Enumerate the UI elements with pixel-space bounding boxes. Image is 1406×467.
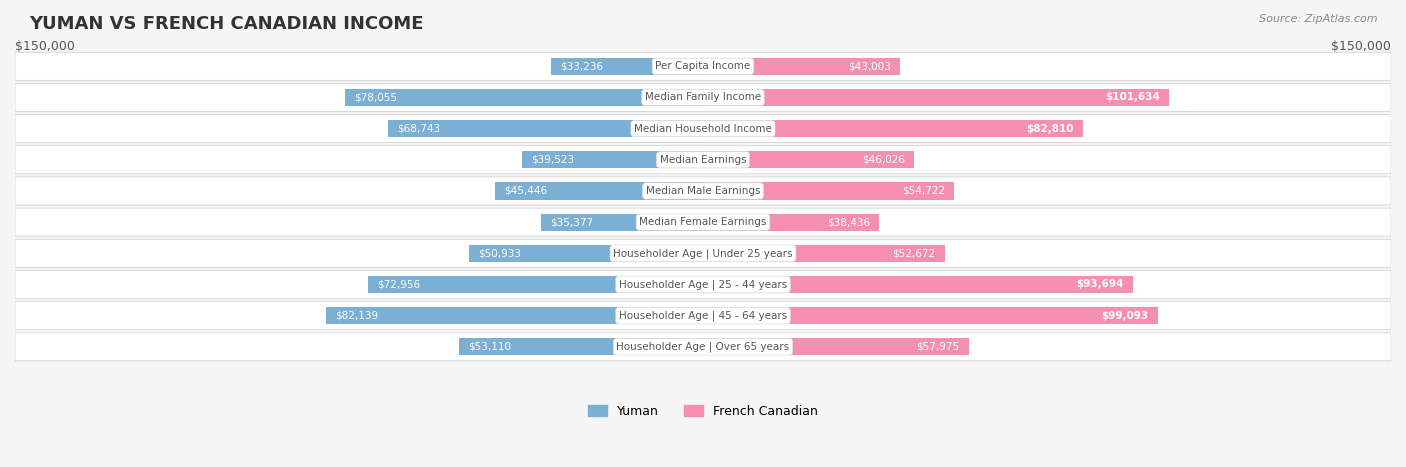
Text: Median Household Income: Median Household Income: [634, 124, 772, 134]
FancyBboxPatch shape: [15, 84, 1391, 112]
Bar: [495, 183, 703, 199]
Text: Per Capita Income: Per Capita Income: [655, 61, 751, 71]
Bar: [388, 120, 703, 137]
Text: Source: ZipAtlas.com: Source: ZipAtlas.com: [1260, 14, 1378, 24]
FancyBboxPatch shape: [15, 52, 1391, 80]
FancyBboxPatch shape: [15, 302, 1391, 330]
Text: Median Male Earnings: Median Male Earnings: [645, 186, 761, 196]
Text: $150,000: $150,000: [15, 40, 75, 53]
Text: $57,975: $57,975: [917, 342, 960, 352]
Bar: [703, 213, 879, 231]
FancyBboxPatch shape: [15, 333, 1391, 361]
Text: $38,436: $38,436: [827, 217, 870, 227]
Bar: [522, 151, 703, 168]
Text: $82,139: $82,139: [336, 311, 378, 321]
Bar: [344, 89, 703, 106]
Text: $50,933: $50,933: [478, 248, 522, 258]
FancyBboxPatch shape: [15, 146, 1391, 174]
Text: $33,236: $33,236: [560, 61, 603, 71]
Bar: [326, 307, 703, 324]
Text: Median Earnings: Median Earnings: [659, 155, 747, 165]
Bar: [368, 276, 703, 293]
Text: Householder Age | Under 25 years: Householder Age | Under 25 years: [613, 248, 793, 259]
Text: $101,634: $101,634: [1105, 92, 1160, 102]
FancyBboxPatch shape: [15, 177, 1391, 205]
FancyBboxPatch shape: [15, 270, 1391, 298]
Text: Median Female Earnings: Median Female Earnings: [640, 217, 766, 227]
Bar: [703, 183, 955, 199]
Text: YUMAN VS FRENCH CANADIAN INCOME: YUMAN VS FRENCH CANADIAN INCOME: [28, 15, 423, 33]
Legend: Yuman, French Canadian: Yuman, French Canadian: [583, 400, 823, 423]
Bar: [460, 338, 703, 355]
FancyBboxPatch shape: [15, 239, 1391, 267]
Text: $68,743: $68,743: [396, 124, 440, 134]
Bar: [551, 58, 703, 75]
Bar: [703, 120, 1083, 137]
Bar: [470, 245, 703, 262]
Bar: [703, 338, 969, 355]
FancyBboxPatch shape: [15, 114, 1391, 142]
Text: $72,956: $72,956: [378, 279, 420, 290]
Bar: [703, 89, 1170, 106]
Text: $99,093: $99,093: [1101, 311, 1149, 321]
Text: $53,110: $53,110: [468, 342, 512, 352]
Text: $39,523: $39,523: [531, 155, 574, 165]
Text: Householder Age | 45 - 64 years: Householder Age | 45 - 64 years: [619, 311, 787, 321]
Bar: [703, 58, 900, 75]
Bar: [703, 151, 914, 168]
Text: $46,026: $46,026: [862, 155, 905, 165]
Text: Householder Age | 25 - 44 years: Householder Age | 25 - 44 years: [619, 279, 787, 290]
Text: $93,694: $93,694: [1076, 279, 1123, 290]
Text: $45,446: $45,446: [503, 186, 547, 196]
Text: $54,722: $54,722: [901, 186, 945, 196]
Bar: [703, 276, 1133, 293]
Bar: [703, 307, 1157, 324]
Text: $78,055: $78,055: [354, 92, 396, 102]
FancyBboxPatch shape: [15, 208, 1391, 236]
Text: $52,672: $52,672: [893, 248, 935, 258]
Text: $35,377: $35,377: [550, 217, 593, 227]
Text: $43,003: $43,003: [848, 61, 891, 71]
Text: $150,000: $150,000: [1331, 40, 1391, 53]
Bar: [703, 245, 945, 262]
Text: Householder Age | Over 65 years: Householder Age | Over 65 years: [616, 341, 790, 352]
Bar: [541, 213, 703, 231]
Text: $82,810: $82,810: [1026, 124, 1074, 134]
Text: Median Family Income: Median Family Income: [645, 92, 761, 102]
